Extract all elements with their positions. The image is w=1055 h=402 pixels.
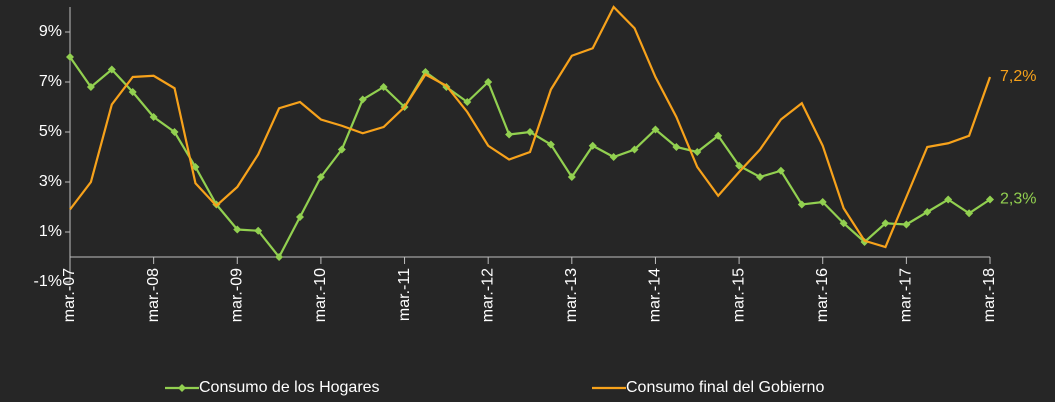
marker <box>860 238 869 246</box>
y-tick-label: 5% <box>39 123 62 140</box>
marker <box>588 141 597 150</box>
series-line <box>69 5 992 249</box>
marker <box>986 195 994 204</box>
x-tick-label: mar.-10 <box>312 268 329 322</box>
marker <box>358 95 367 104</box>
marker <box>881 219 890 228</box>
legend-label: Consumo de los Hogares <box>199 379 380 396</box>
marker <box>505 130 514 139</box>
x-tick-label: mar.-08 <box>145 268 162 322</box>
marker <box>693 148 702 156</box>
marker <box>944 195 953 204</box>
marker <box>609 153 618 161</box>
x-tick-label: mar.-11 <box>396 268 413 321</box>
marker <box>233 225 242 234</box>
marker <box>379 83 388 91</box>
marker <box>254 226 263 235</box>
marker <box>66 53 74 61</box>
x-tick-label: mar.-15 <box>730 268 747 322</box>
value-label: 7,2% <box>1000 68 1036 85</box>
y-tick-label: 3% <box>39 173 62 190</box>
marker <box>839 219 848 228</box>
marker <box>296 213 304 221</box>
marker <box>337 145 346 154</box>
marker <box>463 98 472 106</box>
marker <box>421 68 430 76</box>
marker <box>714 131 723 140</box>
x-tick-label: mar.-14 <box>647 268 664 322</box>
marker <box>107 65 116 74</box>
y-tick-label: 1% <box>39 223 62 240</box>
y-tick-label: 9% <box>39 23 62 40</box>
marker <box>776 166 785 175</box>
x-tick-label: mar.-07 <box>61 268 78 322</box>
marker <box>756 173 764 181</box>
marker <box>902 220 911 229</box>
x-tick-label: mar.-17 <box>898 268 915 322</box>
marker <box>797 200 806 209</box>
legend-label: Consumo final del Gobierno <box>626 379 824 396</box>
marker <box>818 198 827 206</box>
marker <box>651 125 660 134</box>
marker <box>275 253 284 261</box>
marker <box>86 83 95 91</box>
marker <box>567 173 576 181</box>
x-tick-label: mar.-18 <box>981 268 998 322</box>
marker <box>149 113 158 121</box>
x-tick-label: mar.-13 <box>563 268 580 322</box>
marker <box>484 78 493 86</box>
marker <box>546 140 555 149</box>
marker <box>923 208 932 216</box>
x-tick-label: mar.-09 <box>228 268 245 322</box>
y-tick-label: -1% <box>34 273 62 290</box>
x-tick-label: mar.-12 <box>479 268 496 322</box>
marker <box>316 173 325 181</box>
marker <box>191 163 200 171</box>
marker <box>630 145 639 154</box>
marker <box>170 128 179 136</box>
value-label: 2,3% <box>1000 191 1036 208</box>
legend-marker <box>178 384 186 392</box>
marker <box>965 209 974 218</box>
x-tick-label: mar.-16 <box>814 268 831 322</box>
marker <box>128 88 137 96</box>
marker <box>672 143 681 151</box>
marker <box>735 161 744 170</box>
marker <box>526 128 534 136</box>
y-tick-label: 7% <box>39 73 62 90</box>
